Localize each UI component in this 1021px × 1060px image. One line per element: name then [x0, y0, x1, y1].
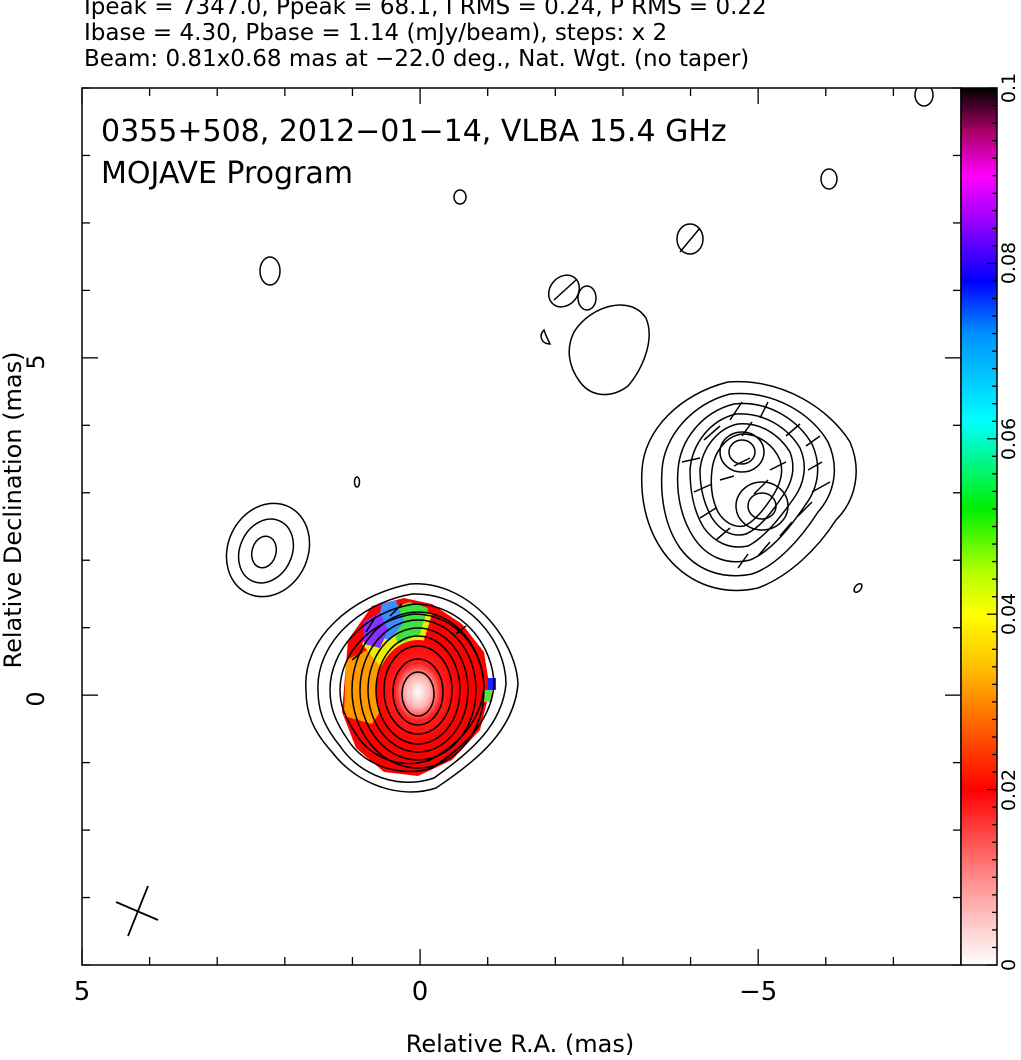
header-line-1: Ipeak = 7347.0, Ppeak = 68.1, I RMS = 0.…	[84, 0, 767, 20]
evpa-tick	[737, 553, 749, 569]
colorbar-tick-label: 0.1	[998, 72, 1020, 104]
evpa-tick	[797, 501, 813, 517]
evpa-tick	[553, 279, 577, 301]
x-tick-label: −5	[738, 977, 778, 1007]
jet-contour	[640, 380, 857, 592]
colorbar-tick-label: 0.08	[998, 242, 1020, 285]
pol-region-east-edge-green	[484, 690, 492, 702]
evpa-tick	[699, 507, 717, 519]
plot-title-line-1: 0355+508, 2012−01−14, VLBA 15.4 GHz	[101, 114, 727, 149]
evpa-tick	[811, 481, 831, 493]
x-axis-label: Relative R.A. (mas)	[405, 1030, 635, 1058]
noise-contour	[914, 88, 934, 107]
core-contour	[351, 611, 485, 769]
knot-east-contour	[225, 502, 311, 598]
evpa-tick	[757, 541, 771, 557]
core-contour	[317, 593, 507, 783]
noise-contour	[577, 285, 597, 311]
evpa-tick	[759, 401, 769, 419]
knot-east-contour	[237, 518, 295, 584]
evpa-tick	[807, 461, 823, 471]
plot-title-line-2: MOJAVE Program	[101, 156, 354, 191]
knot-east-contour	[250, 535, 278, 569]
jet-knot-b-contour	[735, 481, 789, 531]
jet-contour	[710, 433, 783, 528]
evpa-tick	[779, 521, 793, 537]
evpa-tick	[351, 651, 363, 661]
jet-contour	[676, 402, 819, 563]
core-contour	[339, 613, 485, 765]
noise-contour	[853, 582, 863, 594]
beam-cross-icon	[115, 885, 159, 937]
intensity-contours	[225, 88, 934, 793]
noise-contour	[547, 274, 581, 308]
colorbar-tick-label: 0	[998, 958, 1020, 972]
pol-core-center-white	[376, 640, 460, 744]
header-line-2: Ibase = 4.30, Pbase = 1.14 (mJy/beam), s…	[84, 20, 668, 46]
evpa-tick	[681, 457, 701, 463]
core-contour	[367, 627, 469, 753]
colorbar-ticks	[987, 87, 997, 966]
noise-contour	[353, 476, 361, 488]
evpa-tick	[703, 425, 721, 441]
noise-contour	[540, 328, 552, 345]
jet-knot-a-contour	[719, 431, 765, 473]
colorbar-tick-label: 0.06	[998, 417, 1020, 460]
evpa-tick	[729, 401, 743, 421]
header-line-3: Beam: 0.81x0.68 mas at −22.0 deg., Nat. …	[84, 46, 750, 72]
evpa-ticks	[351, 227, 831, 661]
evpa-tick	[733, 457, 751, 467]
y-axis-label: Relative Declination (mas)	[0, 351, 27, 669]
core-contour	[375, 635, 461, 745]
colorbar	[960, 87, 998, 966]
evpa-tick	[769, 461, 787, 471]
evpa-tick	[455, 625, 467, 635]
evpa-tick	[741, 421, 753, 437]
plot-content	[115, 88, 934, 937]
plot-frame	[81, 87, 962, 966]
evpa-tick	[719, 475, 735, 481]
noise-contour	[453, 189, 467, 205]
evpa-tick	[715, 527, 731, 541]
core-contour	[401, 671, 435, 717]
x-tick-label: 5	[73, 977, 91, 1007]
pol-region-east-edge-blue	[488, 678, 496, 690]
y-ticks	[82, 87, 961, 966]
noise-contour	[676, 223, 704, 255]
jet-contour	[660, 392, 836, 577]
noise-contour	[259, 256, 281, 286]
evpa-tick	[389, 603, 403, 617]
core-contour	[383, 645, 453, 735]
evpa-tick	[365, 615, 377, 633]
evpa-tick	[679, 227, 701, 253]
jet-knot-b-contour	[747, 492, 777, 520]
core-contour	[329, 603, 495, 773]
core-contour	[392, 658, 444, 726]
evpa-tick	[693, 483, 713, 493]
diffuse-blob-contour	[568, 304, 650, 396]
colorbar-tick-label: 0.04	[998, 593, 1020, 636]
evpa-tick	[785, 423, 801, 437]
noise-contour	[820, 168, 838, 190]
evpa-tick	[753, 479, 769, 495]
core-contour	[359, 619, 477, 761]
core-contour	[305, 583, 519, 793]
colorbar-tick-label: 0.02	[998, 768, 1020, 811]
x-tick-label: 0	[411, 977, 429, 1007]
y-tick-label: 0	[22, 691, 50, 707]
evpa-tick	[805, 435, 821, 447]
x-ticks	[81, 88, 962, 965]
jet-knot-a-contour	[728, 439, 756, 465]
